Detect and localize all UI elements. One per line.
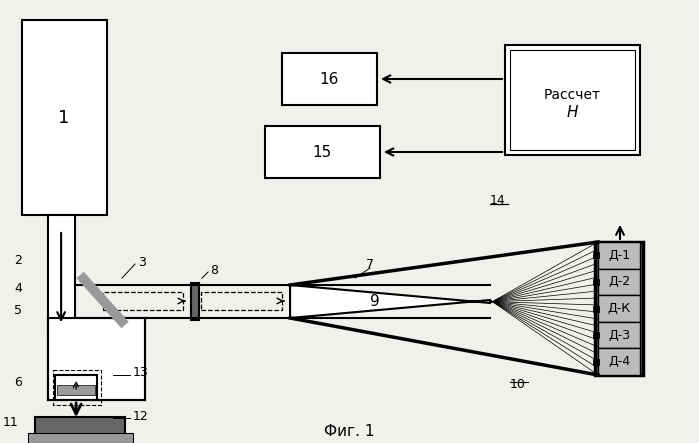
Text: Д-3: Д-3 [608, 329, 630, 342]
Bar [57, 385, 95, 395]
Bar [35, 417, 125, 435]
Bar [593, 279, 599, 285]
Text: 11: 11 [2, 416, 18, 428]
Bar [593, 253, 599, 258]
Bar [282, 53, 377, 105]
Bar [593, 359, 599, 365]
Text: Рассчет: Рассчет [544, 88, 601, 102]
Text: $H$: $H$ [566, 104, 579, 120]
Text: 1: 1 [59, 109, 70, 127]
Text: 12: 12 [133, 409, 149, 423]
Text: Д-2: Д-2 [608, 276, 630, 288]
Bar [598, 295, 640, 322]
Bar [598, 268, 640, 295]
Bar [48, 318, 145, 400]
Bar [55, 375, 97, 400]
Text: 5: 5 [14, 303, 22, 316]
Text: Д-К: Д-К [607, 302, 630, 315]
Text: 13: 13 [133, 366, 149, 380]
Text: 16: 16 [319, 71, 339, 86]
Bar [593, 306, 599, 311]
Text: 14: 14 [490, 194, 506, 206]
Text: 4: 4 [14, 281, 22, 295]
Text: 10: 10 [510, 378, 526, 392]
Text: 8: 8 [210, 264, 218, 276]
Text: 3: 3 [138, 256, 146, 268]
Bar [598, 242, 640, 268]
Bar [598, 322, 640, 348]
Text: 7: 7 [366, 259, 374, 272]
Bar [598, 348, 640, 375]
Bar [510, 50, 635, 150]
Bar [505, 45, 640, 155]
Text: Д-4: Д-4 [608, 355, 630, 368]
Polygon shape [290, 285, 490, 318]
Bar [22, 20, 107, 215]
Bar [595, 242, 643, 375]
Text: 2: 2 [14, 253, 22, 267]
Bar [191, 283, 199, 320]
Text: 6: 6 [14, 376, 22, 389]
Text: 9: 9 [370, 295, 380, 310]
Bar [48, 215, 75, 335]
Text: 15: 15 [312, 144, 332, 159]
Text: Фиг. 1: Фиг. 1 [324, 424, 374, 439]
Bar [265, 126, 380, 178]
Text: Д-1: Д-1 [608, 249, 630, 262]
Bar [593, 332, 599, 338]
Bar [28, 433, 133, 443]
